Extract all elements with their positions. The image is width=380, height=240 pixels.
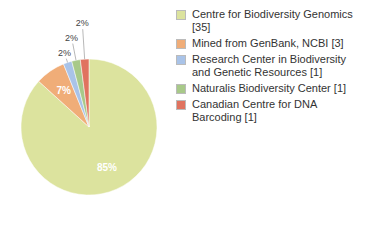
svg-text:2%: 2% <box>76 18 89 28</box>
svg-text:2%: 2% <box>58 48 71 58</box>
html-text:Mined from GenBank, NCBI [3]: Mined from GenBank, NCBI [3] <box>192 37 344 49</box>
html-text:Naturalis Biodiversity Center: Naturalis Biodiversity Center [1] <box>192 82 347 94</box>
svg-text:85%: 85% <box>97 162 117 173</box>
svg-text:2%: 2% <box>65 33 78 43</box>
html-text:Canadian Centre for DNA Barcod: Canadian Centre for DNA Barcoding [1] <box>192 98 317 123</box>
html-text:Centre for Biodiversity Genomi: Centre for Biodiversity Genomics [35] <box>192 8 353 33</box>
html-text:Research Center in Biodiversit: Research Center in Biodiversity and Gene… <box>192 53 347 78</box>
svg-text:7%: 7% <box>56 85 71 96</box>
